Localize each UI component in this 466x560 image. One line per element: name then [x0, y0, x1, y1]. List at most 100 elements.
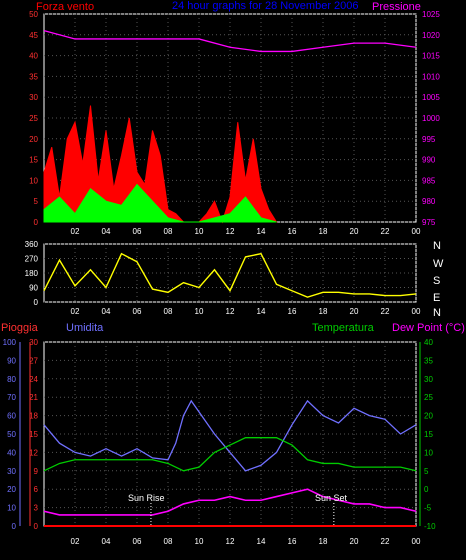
direction-tick-label: 360	[25, 240, 39, 249]
wind-gust-series	[43, 183, 277, 223]
wind-tick-label: 15	[29, 156, 38, 165]
bottom-x-tick-label: 18	[319, 537, 328, 546]
pressure-tick-label: 1005	[422, 93, 440, 102]
pressure-tick-label: 995	[422, 135, 436, 144]
humidity-axis-label: Umidita	[66, 322, 104, 334]
compass-label-n-bottom: N	[433, 307, 441, 319]
rain-tick-label: 27	[29, 356, 38, 365]
rain-tick-label: 21	[29, 393, 38, 402]
bottom-x-tick-label: 02	[71, 537, 80, 546]
pressure-tick-label: 985	[422, 176, 436, 185]
middle-x-tick-label: 18	[319, 307, 328, 316]
temperature-tick-label: -10	[424, 522, 436, 531]
direction-tick-label: 90	[29, 284, 38, 293]
wind-tick-label: 35	[29, 72, 38, 81]
rain-tick-label: 24	[29, 375, 38, 384]
bottom-x-tick-label: 20	[350, 537, 359, 546]
temperature-axis-label: Temperatura	[312, 322, 375, 334]
middle-x-tick-label: 04	[102, 307, 111, 316]
pressure-tick-label: 1015	[422, 52, 440, 61]
wind-axis-label: Forza vento	[36, 1, 94, 13]
rain-tick-label: 30	[29, 338, 38, 347]
pressure-tick-label: 1025	[422, 10, 440, 19]
top-x-tick-label: 04	[102, 227, 111, 236]
humidity-tick-label: 20	[7, 485, 16, 494]
compass-label-w: W	[433, 258, 444, 270]
top-x-tick-label: 16	[288, 227, 297, 236]
direction-tick-label: 180	[25, 269, 39, 278]
compass-label-n-top: N	[433, 240, 441, 252]
wind-direction-series	[43, 252, 417, 298]
bottom-x-tick-label: 04	[102, 537, 111, 546]
pressure-tick-label: 1010	[422, 72, 440, 81]
wind-tick-label: 5	[34, 197, 39, 206]
temperature-tick-label: 35	[424, 356, 433, 365]
temperature-tick-label: 30	[424, 375, 433, 384]
temperature-tick-label: 0	[424, 485, 429, 494]
middle-x-tick-label: 00	[412, 307, 421, 316]
temperature-tick-label: -5	[424, 504, 432, 513]
middle-x-tick-label: 14	[257, 307, 266, 316]
rain-tick-label: 9	[34, 467, 39, 476]
direction-tick-label: 0	[34, 298, 39, 307]
pressure-tick-label: 1020	[422, 31, 440, 40]
temperature-tick-label: 15	[424, 430, 433, 439]
bottom-x-tick-label: 06	[133, 537, 142, 546]
humidity-tick-label: 30	[7, 467, 16, 476]
bottom-x-tick-label: 12	[226, 537, 235, 546]
temperature-tick-label: 25	[424, 393, 433, 402]
bottom-x-tick-label: 10	[195, 537, 204, 546]
rain-tick-label: 12	[29, 448, 38, 457]
bottom-x-tick-label: 16	[288, 537, 297, 546]
humidity-tick-label: 80	[7, 375, 16, 384]
wind-tick-label: 0	[34, 218, 39, 227]
bottom-x-tick-label: 14	[257, 537, 266, 546]
wind-tick-label: 30	[29, 93, 38, 102]
wind-tick-label: 25	[29, 114, 38, 123]
bottom-x-tick-label: 22	[381, 537, 390, 546]
middle-x-tick-label: 02	[71, 307, 80, 316]
pressure-axis-label: Pressione	[372, 1, 421, 13]
humidity-tick-label: 50	[7, 430, 16, 439]
rain-tick-label: 3	[34, 504, 39, 513]
humidity-tick-label: 90	[7, 356, 16, 365]
sunrise-annotation: Sun Rise	[128, 493, 165, 503]
middle-x-tick-label: 22	[381, 307, 390, 316]
humidity-series	[43, 399, 417, 472]
temperature-tick-label: 5	[424, 467, 429, 476]
middle-x-tick-label: 06	[133, 307, 142, 316]
sunset-annotation: Sun Set	[315, 493, 348, 503]
top-x-tick-label: 08	[164, 227, 173, 236]
rain-tick-label: 15	[29, 430, 38, 439]
pressure-tick-label: 975	[422, 218, 436, 227]
top-x-tick-label: 00	[412, 227, 421, 236]
top-x-tick-label: 06	[133, 227, 142, 236]
middle-x-tick-label: 10	[195, 307, 204, 316]
pressure-tick-label: 1000	[422, 114, 440, 123]
humidity-tick-label: 100	[3, 338, 17, 347]
rain-tick-label: 6	[34, 485, 39, 494]
top-x-tick-label: 12	[226, 227, 235, 236]
humidity-tick-label: 10	[7, 504, 16, 513]
temperature-series	[43, 437, 417, 472]
chart-title: 24 hour graphs for 28 November 2006	[172, 0, 359, 12]
top-x-tick-label: 10	[195, 227, 204, 236]
rain-tick-label: 18	[29, 412, 38, 421]
humidity-tick-label: 0	[12, 522, 17, 531]
compass-label-e: E	[433, 292, 440, 304]
humidity-tick-label: 40	[7, 448, 16, 457]
dewpoint-series	[43, 488, 417, 516]
wind-tick-label: 45	[29, 31, 38, 40]
pressure-tick-label: 990	[422, 156, 436, 165]
dewpoint-axis-label: Dew Point (°C)	[392, 322, 465, 334]
middle-x-tick-label: 20	[350, 307, 359, 316]
middle-x-tick-label: 08	[164, 307, 173, 316]
humidity-tick-label: 70	[7, 393, 16, 402]
top-x-tick-label: 20	[350, 227, 359, 236]
middle-x-tick-label: 16	[288, 307, 297, 316]
top-x-tick-label: 14	[257, 227, 266, 236]
top-x-tick-label: 18	[319, 227, 328, 236]
pressure-series	[43, 30, 417, 53]
